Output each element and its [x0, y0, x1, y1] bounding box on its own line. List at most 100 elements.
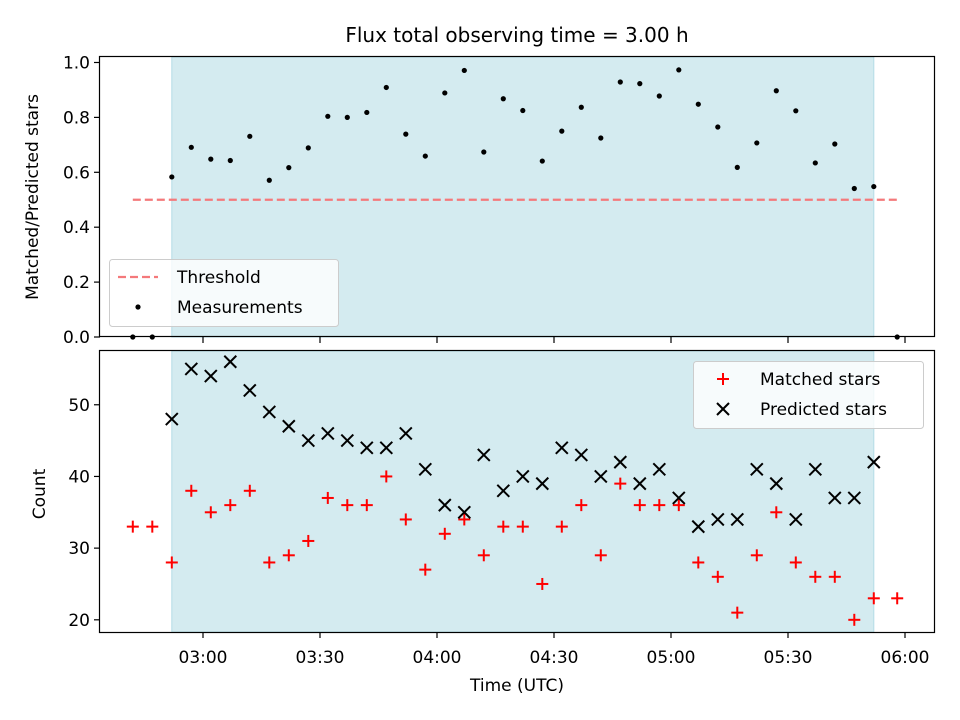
matched-star-point	[380, 470, 393, 483]
measurement-point	[383, 84, 389, 91]
matched-star-point	[555, 520, 568, 533]
matched-star-point	[809, 570, 822, 583]
measurement-point	[403, 131, 409, 137]
predicted-star-point	[535, 476, 550, 491]
bottom-y-axis-label: Count	[30, 468, 50, 519]
measurement-point	[832, 141, 838, 147]
measurement-point	[656, 93, 662, 99]
predicted-star-point	[438, 498, 452, 512]
matched-star-point	[770, 506, 783, 519]
predicted-star-point	[184, 362, 199, 376]
measurement-point	[208, 156, 214, 162]
measurement-point	[695, 101, 701, 107]
measurement-point	[364, 109, 370, 116]
measurement-point	[266, 177, 272, 183]
legend-matched-swatch	[717, 373, 729, 385]
matched-star-point	[146, 520, 159, 533]
matched-star-point	[224, 499, 237, 512]
measurement-point	[227, 157, 233, 164]
matched-star-point	[516, 520, 529, 533]
measurement-point	[422, 153, 428, 159]
legend-matched-label: Matched stars	[760, 370, 880, 390]
predicted-star-point	[262, 405, 277, 419]
predicted-star-point	[867, 455, 881, 469]
matched-star-point	[263, 556, 276, 569]
x-tick-label: 05:00	[647, 648, 696, 668]
x-axis-label: Time (UTC)	[469, 676, 564, 696]
predicted-star-point	[789, 512, 803, 527]
measurement-point	[871, 183, 877, 190]
measurement-point	[793, 108, 799, 114]
bottom-legend: Matched stars Predicted stars	[693, 361, 924, 429]
matched-star-point	[126, 520, 139, 533]
measurement-point	[559, 128, 565, 134]
x-tick-label: 03:30	[296, 648, 345, 668]
matched-star-point	[633, 499, 646, 512]
bottom-y-tick-label: 50	[68, 396, 90, 416]
x-tick-label: 04:00	[413, 648, 462, 668]
legend-measurements-label: Measurements	[177, 298, 303, 318]
predicted-star-point	[847, 491, 862, 505]
x-tick-label: 04:30	[530, 648, 579, 668]
legend-predicted-label: Predicted stars	[760, 400, 887, 420]
measurement-point	[500, 96, 506, 102]
matched-star-point	[614, 477, 627, 490]
measurement-point	[598, 135, 604, 141]
x-tick-label: 03:00	[179, 648, 228, 668]
matched-star-point	[438, 527, 451, 540]
matched-star-point	[575, 499, 588, 512]
matched-star-point	[692, 556, 705, 569]
measurement-point	[325, 113, 331, 119]
measurement-point	[305, 145, 311, 151]
predicted-star-point	[321, 426, 335, 441]
measurement-point	[812, 160, 818, 166]
matched-star-point	[536, 577, 549, 590]
legend-measurements-swatch	[135, 304, 141, 310]
predicted-star-point	[223, 355, 238, 369]
predicted-star-point	[165, 412, 179, 426]
matched-star-point	[653, 499, 666, 512]
matched-star-point	[750, 549, 763, 562]
measurement-point	[539, 158, 545, 164]
measurement-point	[442, 90, 448, 96]
matched-star-point	[321, 491, 334, 504]
matched-star-point	[302, 534, 315, 547]
predicted-star-point	[360, 441, 374, 455]
bottom-y-tick-label: 30	[68, 539, 90, 559]
predicted-star-point	[730, 512, 745, 527]
predicted-star-point	[574, 448, 589, 462]
measurement-point	[773, 88, 779, 94]
measurement-point	[715, 124, 721, 130]
measurement-point	[188, 144, 194, 150]
measurement-point	[637, 81, 643, 87]
predicted-star-point	[457, 505, 472, 519]
x-tick-label: 05:30	[764, 648, 813, 668]
top-legend: Threshold Measurements	[109, 259, 339, 327]
bottom-y-tick-label: 20	[68, 611, 90, 631]
predicted-star-point	[477, 448, 491, 462]
matched-star-point	[243, 484, 256, 497]
top-y-tick-label: 0.6	[63, 163, 90, 183]
bottom-panel-frame	[98, 349, 936, 634]
predicted-star-point	[282, 419, 296, 433]
predicted-star-point	[750, 462, 764, 476]
predicted-star-point	[652, 462, 667, 476]
matched-star-point	[711, 570, 724, 583]
top-legend-box	[109, 259, 339, 327]
measurement-point	[520, 107, 526, 114]
legend-threshold-label: Threshold	[176, 268, 261, 288]
top-y-tick-label: 0.2	[63, 273, 90, 293]
predicted-star-point	[243, 383, 257, 398]
top-panel: 0.0 0.2 0.4 0.6 0.8 1.0 Matched/Predicted sta…	[23, 53, 936, 348]
matched-star-point	[458, 513, 471, 526]
matched-star-point	[419, 563, 432, 576]
measurement-point	[169, 174, 175, 180]
x-tick-label: 06:00	[881, 648, 930, 668]
measurement-point	[578, 104, 584, 110]
measurement-point	[754, 140, 760, 146]
top-y-tick-label: 0.4	[63, 218, 90, 238]
measurement-point	[461, 67, 467, 74]
measurement-point	[676, 67, 682, 73]
predicted-star-point	[613, 455, 628, 469]
predicted-star-point	[555, 441, 569, 455]
